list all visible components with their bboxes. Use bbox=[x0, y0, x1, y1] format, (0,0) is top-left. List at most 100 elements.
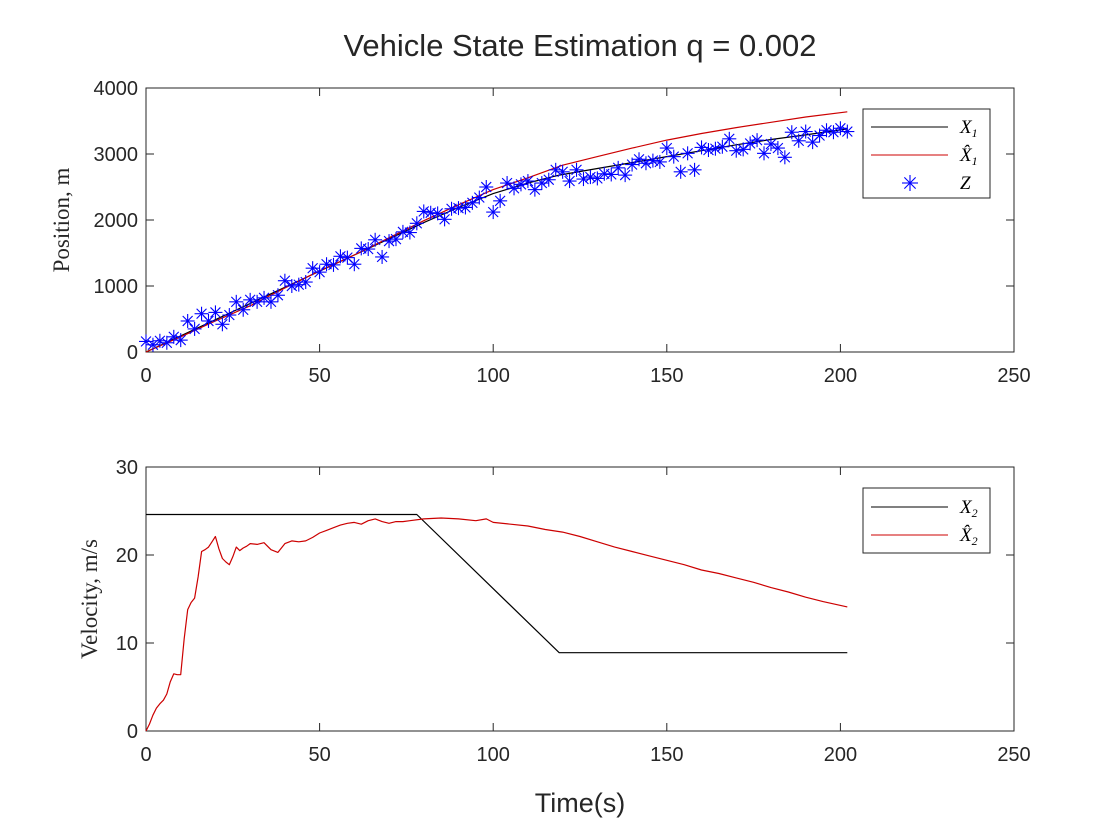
z-measurement-point bbox=[222, 308, 237, 323]
z-measurement-point bbox=[388, 232, 403, 247]
z-measurement-point bbox=[270, 288, 285, 303]
z-measurement-point bbox=[743, 136, 758, 151]
z-measurement-point bbox=[201, 313, 216, 328]
position-xtick-label: 100 bbox=[477, 365, 510, 387]
z-measurement-point bbox=[500, 176, 515, 191]
z-measurement-point bbox=[770, 141, 785, 156]
z-measurement-point bbox=[402, 225, 417, 240]
z-measurement-point bbox=[451, 201, 466, 216]
velocity-xtick-label: 50 bbox=[308, 744, 330, 766]
z-measurement-point bbox=[257, 290, 272, 305]
z-measurement-point bbox=[368, 232, 383, 247]
position-ytick-label: 4000 bbox=[94, 78, 139, 100]
z-measurement-point bbox=[520, 174, 535, 189]
z-measurement-point bbox=[701, 143, 716, 158]
position-xtick-label: 250 bbox=[997, 365, 1030, 387]
z-measurement-point bbox=[416, 204, 431, 219]
velocity-xlabel: Time(s) bbox=[535, 788, 625, 818]
legend-z-asterisk bbox=[902, 175, 918, 191]
z-measurement-point bbox=[333, 249, 348, 264]
z-measurement-point bbox=[305, 261, 320, 276]
z-measurement-point bbox=[486, 205, 501, 220]
z-measurement-point bbox=[277, 273, 292, 288]
z-measurement-point bbox=[555, 164, 570, 179]
z-measurement-point bbox=[187, 321, 202, 336]
z-measurement-point bbox=[326, 257, 341, 272]
z-measurement-point bbox=[583, 170, 598, 185]
z-measurement-point bbox=[319, 257, 334, 272]
z-measurement-point bbox=[687, 162, 702, 177]
z-measurement-point bbox=[750, 133, 765, 148]
position-xtick-label: 0 bbox=[140, 365, 151, 387]
legend-x1-sub: 1 bbox=[972, 126, 978, 140]
z-measurement-point bbox=[597, 166, 612, 181]
position-xtick-label: 150 bbox=[650, 365, 683, 387]
z-measurement-point bbox=[159, 335, 174, 350]
velocity-ytick-label: 10 bbox=[116, 633, 138, 655]
z-measurement-point bbox=[840, 124, 855, 139]
position-xtick-label: 50 bbox=[308, 365, 330, 387]
z-measurement-point bbox=[409, 216, 424, 231]
z-measurement-point bbox=[826, 125, 841, 140]
z-measurement-point bbox=[805, 135, 820, 150]
z-measurement-point bbox=[382, 234, 397, 249]
velocity-series-0-line bbox=[146, 513, 848, 654]
position-xtick-label: 200 bbox=[824, 365, 857, 387]
position-ytick-label: 2000 bbox=[94, 210, 139, 232]
velocity-xtick-label: 250 bbox=[997, 744, 1030, 766]
z-measurement-point bbox=[763, 137, 778, 152]
z-measurement-point bbox=[798, 124, 813, 139]
z-measurement-point bbox=[632, 152, 647, 167]
z-measurement-point bbox=[423, 205, 438, 220]
z-measurement-point bbox=[527, 182, 542, 197]
z-measurement-point bbox=[791, 133, 806, 148]
velocity-ylabel: Velocity, m/s bbox=[77, 539, 102, 659]
z-measurement-point bbox=[777, 150, 792, 165]
velocity-series-1-line bbox=[145, 517, 848, 732]
z-measurement-point bbox=[180, 313, 195, 328]
z-measurement-point bbox=[562, 174, 577, 189]
z-measurement-point bbox=[729, 143, 744, 158]
z-measurement-point bbox=[590, 171, 605, 186]
z-measurement-point bbox=[479, 180, 494, 194]
z-measurement-point bbox=[736, 142, 751, 157]
z-measurement-point bbox=[208, 305, 223, 320]
z-measurement-point bbox=[645, 153, 660, 168]
z-measurement-point bbox=[250, 294, 265, 309]
legend-x2-sub: 2 bbox=[972, 506, 978, 520]
z-measurement-point bbox=[437, 212, 452, 227]
z-measurement-point bbox=[812, 128, 827, 143]
z-measurement-point bbox=[284, 279, 299, 293]
z-measurement-point bbox=[784, 125, 799, 140]
z-measurement-point bbox=[312, 265, 327, 280]
z-measurement-point bbox=[444, 201, 459, 216]
position-series bbox=[139, 111, 855, 353]
z-measurement-point bbox=[215, 317, 230, 332]
position-ytick-label: 0 bbox=[127, 342, 138, 364]
z-measurement-point bbox=[493, 193, 508, 208]
velocity-ticks: 0 50 100 150 200 250 0 10 20 30 bbox=[116, 457, 1031, 766]
position-ytick-label: 1000 bbox=[94, 276, 139, 298]
z-measurement-point bbox=[652, 154, 667, 169]
z-measurement-point bbox=[680, 146, 695, 161]
z-measurement-point bbox=[666, 149, 681, 164]
position-series-2-markers bbox=[139, 121, 855, 352]
z-measurement-point bbox=[507, 181, 522, 196]
z-measurement-point bbox=[715, 139, 730, 154]
z-measurement-point bbox=[375, 249, 390, 264]
velocity-xtick-label: 100 bbox=[477, 744, 510, 766]
z-measurement-point bbox=[298, 275, 313, 290]
z-measurement-point bbox=[472, 190, 487, 205]
velocity-xtick-label: 0 bbox=[140, 744, 151, 766]
z-measurement-point bbox=[625, 157, 640, 172]
velocity-xtick-label: 200 bbox=[824, 744, 857, 766]
velocity-ytick-label: 0 bbox=[127, 721, 138, 743]
legend-xhat1-sub: 1 bbox=[972, 154, 978, 168]
z-measurement-point bbox=[722, 131, 737, 146]
z-measurement-point bbox=[395, 224, 410, 239]
z-measurement-point bbox=[541, 172, 556, 187]
position-ytick-label: 3000 bbox=[94, 144, 139, 166]
z-measurement-point bbox=[673, 164, 688, 179]
z-measurement-point bbox=[145, 337, 160, 352]
